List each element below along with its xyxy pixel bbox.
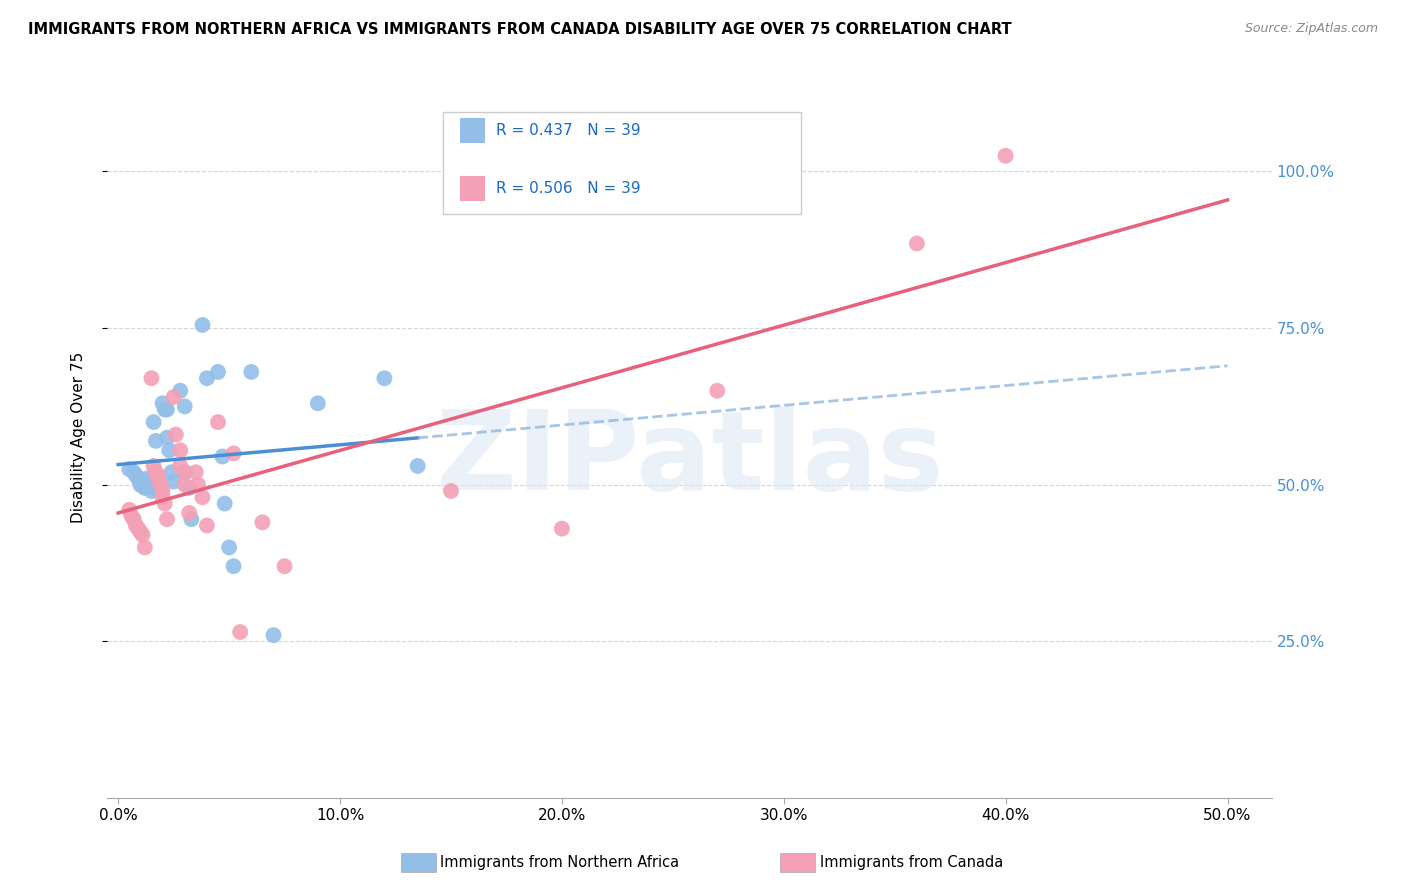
Point (169, 443, 191, 458)
Point (994, 149, 1017, 163)
Point (229, 625, 252, 640)
Point (218, 541, 240, 555)
Text: Immigrants from Northern Africa: Immigrants from Northern Africa (440, 855, 679, 870)
Point (129, 477, 152, 491)
Point (149, 477, 172, 491)
Point (252, 516, 274, 530)
Point (129, 524, 152, 539)
Point (141, 483, 163, 498)
Point (222, 559, 245, 574)
Point (138, 477, 160, 491)
Point (118, 503, 141, 517)
Point (222, 446, 245, 460)
Point (152, 396, 174, 410)
Point (142, 458, 165, 473)
Point (169, 384, 191, 398)
Point (273, 559, 295, 574)
Point (160, 465, 183, 479)
Point (905, 236, 928, 251)
Point (129, 473, 152, 487)
Point (122, 512, 145, 526)
Point (179, 506, 201, 520)
Text: Source: ZipAtlas.com: Source: ZipAtlas.com (1244, 22, 1378, 36)
Point (195, 371, 218, 385)
Point (191, 490, 214, 504)
Point (146, 471, 169, 485)
Point (118, 462, 141, 476)
Point (125, 518, 148, 533)
Point (263, 628, 285, 642)
Point (214, 497, 236, 511)
Point (207, 365, 229, 379)
Point (134, 481, 156, 495)
Text: Immigrants from Canada: Immigrants from Canada (820, 855, 1002, 870)
Text: IMMIGRANTS FROM NORTHERN AFRICA VS IMMIGRANTS FROM CANADA DISABILITY AGE OVER 75: IMMIGRANTS FROM NORTHERN AFRICA VS IMMIG… (28, 22, 1012, 37)
Point (211, 450, 233, 464)
Point (136, 471, 159, 485)
Point (440, 483, 463, 498)
Text: R = 0.506   N = 39: R = 0.506 N = 39 (496, 181, 641, 195)
Point (173, 400, 195, 414)
Point (179, 481, 201, 495)
Point (127, 522, 149, 536)
Point (180, 512, 202, 526)
Point (156, 402, 179, 417)
Point (406, 458, 429, 473)
Point (152, 483, 174, 498)
Point (125, 468, 148, 483)
Point (152, 490, 174, 504)
Point (134, 541, 156, 555)
Point (240, 365, 263, 379)
Point (153, 497, 176, 511)
Point (121, 509, 143, 524)
Point (156, 431, 179, 445)
Point (141, 481, 163, 495)
Point (207, 415, 229, 429)
Point (173, 477, 195, 491)
Point (146, 468, 169, 483)
Point (551, 522, 574, 536)
Point (136, 475, 159, 489)
Point (165, 427, 187, 442)
Point (191, 318, 214, 332)
Point (145, 465, 167, 479)
Point (153, 402, 176, 417)
Point (122, 465, 145, 479)
Text: ZIPatlas: ZIPatlas (436, 406, 943, 513)
Point (127, 471, 149, 485)
Point (706, 384, 728, 398)
Point (131, 479, 153, 493)
Point (184, 465, 207, 479)
Point (162, 475, 184, 489)
Point (173, 465, 195, 479)
Y-axis label: Disability Age Over 75: Disability Age Over 75 (72, 352, 86, 524)
Point (307, 396, 329, 410)
Text: R = 0.437   N = 39: R = 0.437 N = 39 (496, 123, 641, 137)
Point (173, 465, 195, 479)
Point (162, 390, 184, 404)
Point (156, 512, 179, 526)
Point (195, 518, 218, 533)
Point (169, 458, 191, 473)
Point (187, 477, 209, 491)
Point (373, 371, 395, 385)
Point (142, 415, 165, 429)
Point (131, 528, 153, 542)
Point (141, 371, 163, 385)
Point (157, 443, 180, 458)
Point (145, 434, 167, 448)
